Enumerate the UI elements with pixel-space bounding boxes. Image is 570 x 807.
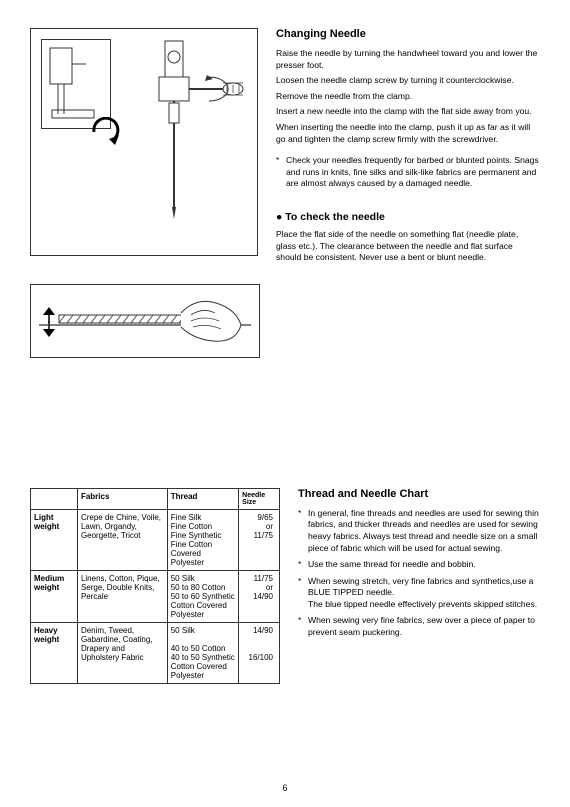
table-header-thread: Thread: [167, 488, 238, 509]
changing-needle-p3: Remove the needle from the clamp.: [276, 91, 540, 103]
thread-needle-table: Fabrics Thread Needle Size Lightweight C…: [30, 488, 280, 684]
needle-flat-sketch: [31, 285, 259, 359]
chart-b1: * In general, fine threads and needles a…: [298, 508, 540, 559]
row-label-medium: Mediumweight: [31, 570, 78, 622]
row-label-heavy-l2: weight: [34, 635, 59, 644]
chart-b3-wrap: When sewing stretch, very fine fabrics a…: [308, 576, 540, 611]
chart-b4: * When sewing very fine fabrics, sew ove…: [298, 615, 540, 643]
table-row: Mediumweight Linens, Cotton, Pique, Serg…: [31, 570, 280, 622]
light-thread: Fine SilkFine CottonFine SyntheticFine C…: [167, 509, 238, 570]
check-needle-heading: ● To check the needle: [276, 211, 540, 223]
changing-needle-heading: Changing Needle: [276, 28, 540, 40]
changing-needle-tip: * Check your needles frequently for barb…: [276, 155, 540, 195]
check-needle-section: [30, 284, 540, 358]
check-needle-p1: Place the flat side of the needle on som…: [276, 229, 540, 264]
row-label-heavy: Heavyweight: [31, 622, 78, 683]
chart-b3: * When sewing stretch, very fine fabrics…: [298, 576, 540, 616]
changing-needle-tip-text: Check your needles frequently for barbed…: [286, 155, 540, 190]
changing-needle-p4: Insert a new needle into the clamp with …: [276, 106, 540, 118]
chart-b2: * Use the same thread for needle and bob…: [298, 559, 540, 576]
table-header-fabrics: Fabrics: [77, 488, 167, 509]
table-header-needle-size: Needle Size: [239, 488, 280, 509]
asterisk-icon: *: [276, 155, 286, 195]
illustration-inset-panel: [41, 39, 111, 129]
row-label-medium-l1: Medium: [34, 574, 64, 583]
changing-needle-p2: Loosen the needle clamp screw by turning…: [276, 75, 540, 87]
asterisk-icon: *: [298, 508, 308, 559]
check-needle-illustration: [30, 284, 260, 358]
changing-needle-p5: When inserting the needle into the clamp…: [276, 122, 540, 145]
needle-illustration: [30, 28, 258, 256]
light-size: 9/65or11/75: [239, 509, 280, 570]
asterisk-icon: *: [298, 576, 308, 616]
changing-needle-text: Changing Needle Raise the needle by turn…: [276, 28, 540, 268]
table-row: Lightweight Crepe de Chine, Voile, Lawn,…: [31, 509, 280, 570]
heavy-size: 14/9016/100: [239, 622, 280, 683]
changing-needle-p1: Raise the needle by turning the handwhee…: [276, 48, 540, 71]
chart-heading: Thread and Needle Chart: [298, 488, 540, 500]
row-label-light-l2: weight: [34, 522, 59, 531]
medium-thread: 50 Silk50 to 80 Cotton50 to 60 Synthetic…: [167, 570, 238, 622]
row-label-light-l1: Light: [34, 513, 54, 522]
chart-b4-text: When sewing very fine fabrics, sew over …: [308, 615, 540, 638]
medium-size: 11/75or14/90: [239, 570, 280, 622]
table-header-row: Fabrics Thread Needle Size: [31, 488, 280, 509]
page-number: 6: [0, 783, 570, 793]
table-header-blank: [31, 488, 78, 509]
thread-needle-section: Fabrics Thread Needle Size Lightweight C…: [30, 488, 540, 684]
chart-table: Fabrics Thread Needle Size Lightweight C…: [30, 488, 280, 684]
heavy-fabrics: Denim, Tweed, Gabardine, Coating, Draper…: [77, 622, 167, 683]
presser-foot-sketch: [48, 46, 106, 124]
light-fabrics: Crepe de Chine, Voile, Lawn, Organdy, Ge…: [77, 509, 167, 570]
chart-b1-text: In general, fine threads and needles are…: [308, 508, 540, 554]
changing-needle-section: Changing Needle Raise the needle by turn…: [30, 28, 540, 268]
chart-b3a-text: When sewing stretch, very fine fabrics a…: [308, 576, 533, 598]
row-label-light: Lightweight: [31, 509, 78, 570]
chart-b2-text: Use the same thread for needle and bobbi…: [308, 559, 540, 571]
row-label-medium-l2: weight: [34, 583, 59, 592]
thread-needle-text: Thread and Needle Chart * In general, fi…: [298, 488, 540, 684]
medium-fabrics: Linens, Cotton, Pique, Serge, Double Kni…: [77, 570, 167, 622]
heavy-thread: 50 Silk40 to 50 Cotton40 to 50 Synthetic…: [167, 622, 238, 683]
table-row: Heavyweight Denim, Tweed, Gabardine, Coa…: [31, 622, 280, 683]
asterisk-icon: *: [298, 615, 308, 643]
chart-b3b-text: The blue tipped needle effectively preve…: [308, 599, 537, 609]
check-needle-spacer: [278, 284, 540, 358]
asterisk-icon: *: [298, 559, 308, 576]
needle-clamp-sketch: [109, 37, 249, 247]
row-label-heavy-l1: Heavy: [34, 626, 58, 635]
